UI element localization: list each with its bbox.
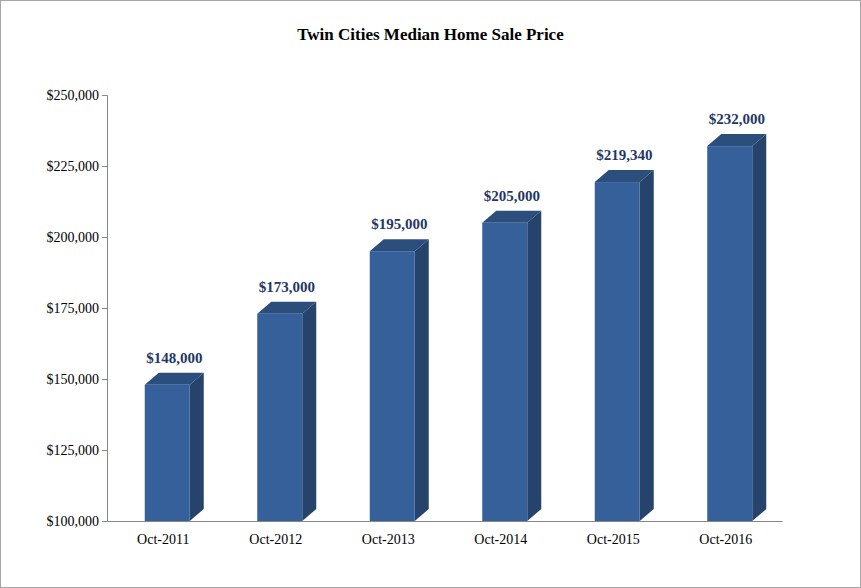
bars	[145, 134, 767, 521]
y-tick: $100,000	[47, 514, 108, 529]
y-axis-line	[102, 96, 108, 522]
y-tick-label: $175,000	[47, 301, 100, 316]
y-tick-label: $200,000	[47, 230, 100, 245]
bar-top	[482, 211, 541, 223]
y-tick-label: $250,000	[47, 88, 100, 103]
y-tick: $250,000	[47, 88, 108, 103]
x-tick-label: Oct-2015	[587, 532, 640, 547]
bar-side	[415, 239, 429, 521]
bar-group	[482, 211, 541, 521]
bar-side	[527, 211, 541, 521]
bar-top	[257, 302, 316, 314]
y-tick-mark	[102, 237, 107, 238]
bar-side	[190, 373, 204, 521]
y-tick: $150,000	[47, 372, 108, 387]
title: Twin Cities Median Home Sale Price	[297, 25, 564, 44]
x-tick: Oct-2013	[362, 521, 415, 547]
y-tick-mark	[102, 95, 107, 96]
bar-group	[370, 239, 429, 521]
bar	[370, 251, 415, 521]
data-label: $148,000	[146, 350, 202, 366]
y-tick-mark	[102, 379, 107, 380]
bar-side	[640, 170, 654, 521]
data-label: $232,000	[709, 111, 765, 127]
y-tick-mark	[102, 521, 107, 522]
y-tick-mark	[102, 166, 107, 167]
y-tick: $225,000	[47, 159, 108, 174]
y-tick: $125,000	[47, 443, 108, 458]
x-axis-line	[108, 521, 783, 522]
y-tick-label: $150,000	[47, 372, 100, 387]
x-tick: Oct-2016	[699, 521, 752, 547]
bar	[707, 146, 752, 521]
bar	[145, 385, 190, 521]
bar-top	[595, 170, 654, 182]
y-tick-label: $225,000	[47, 159, 100, 174]
x-tick-label: Oct-2011	[137, 532, 189, 547]
chart: Twin Cities Median Home Sale Price $100,0…	[0, 0, 861, 588]
x-tick: Oct-2014	[474, 521, 527, 547]
data-label: $219,340	[596, 147, 652, 163]
x-tick-label: Oct-2014	[474, 532, 527, 547]
y-tick-label: $125,000	[47, 443, 100, 458]
x-tick: Oct-2015	[587, 521, 640, 547]
data-label: $195,000	[371, 216, 427, 232]
data-label: $173,000	[259, 279, 315, 295]
bar	[257, 314, 302, 521]
bar	[595, 182, 640, 521]
y-tick-mark	[102, 450, 107, 451]
x-tick: Oct-2012	[249, 521, 302, 547]
bar-side	[302, 302, 316, 521]
bar-side	[752, 134, 766, 521]
bar	[482, 223, 527, 521]
bar-top	[370, 239, 429, 251]
x-tick-label: Oct-2013	[362, 532, 415, 547]
x-tick: Oct-2011	[137, 521, 189, 547]
bar-group	[595, 170, 654, 521]
bar-group	[145, 373, 204, 521]
bar-group	[257, 302, 316, 521]
data-label: $205,000	[484, 188, 540, 204]
y-axis: $100,000 $125,000 $150,000 $175,000 $200,000…	[47, 88, 108, 529]
y-tick-mark	[102, 308, 107, 309]
y-tick: $200,000	[47, 230, 108, 245]
chart-frame	[1, 1, 861, 588]
data-labels: $148,000 $173,000 $195,000 $205,000 $219,340…	[146, 111, 765, 366]
y-tick: $175,000	[47, 301, 108, 316]
x-tick-label: Oct-2016	[699, 532, 752, 547]
y-tick-label: $100,000	[47, 514, 100, 529]
x-tick-label: Oct-2012	[249, 532, 302, 547]
bar-group	[707, 134, 766, 521]
x-axis: Oct-2011 Oct-2012 Oct-2013 Oct-2014 Oct-2015…	[108, 521, 783, 547]
bar-top	[145, 373, 204, 385]
bar-top	[707, 134, 766, 146]
